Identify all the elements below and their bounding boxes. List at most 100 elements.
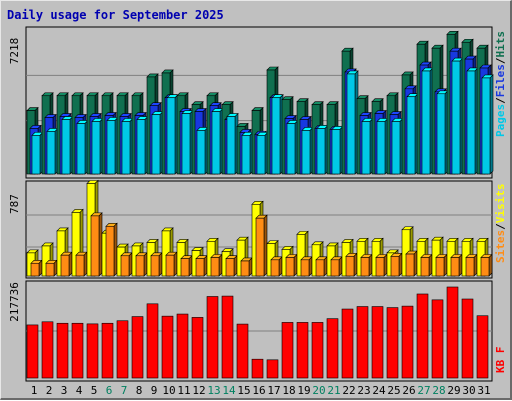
x-tick-label-day-30: 30 — [462, 384, 475, 397]
sites-bar-day-14-front — [225, 258, 235, 277]
sites-bar-day-15 — [240, 257, 253, 277]
legend-pages-files-hits-pages: Pages — [494, 104, 507, 137]
sites-bar-day-22-front — [345, 256, 355, 277]
sites-bar-day-7 — [120, 252, 133, 277]
sites-bar-day-11 — [180, 254, 193, 277]
kbytes-bar-day-7 — [116, 320, 129, 379]
pages-bar-day-12 — [196, 126, 209, 175]
x-tick-label-day-5: 5 — [91, 384, 98, 397]
sites-bar-day-6 — [105, 222, 118, 277]
pages-bar-day-27-front — [421, 70, 431, 175]
pages-bar-day-19-front — [301, 130, 311, 175]
pages-bar-day-16 — [256, 131, 269, 175]
kbytes-bar-day-15 — [236, 323, 249, 379]
pages-bar-day-25-front — [391, 121, 401, 175]
kbytes-bar-day-18 — [281, 322, 294, 379]
sites-bar-day-18-front — [285, 257, 295, 277]
kbytes-bar-day-31 — [476, 315, 489, 379]
pages-bar-day-28 — [436, 90, 449, 175]
pages-bar-day-30 — [466, 67, 479, 175]
panel-2-ymax-label: 787 — [8, 194, 21, 214]
pages-bar-day-10-front — [166, 97, 176, 175]
chart-title: Daily usage for September 2025 — [7, 8, 224, 22]
sites-bar-day-18 — [285, 253, 298, 277]
legend-sites-visits-separator-1: / — [494, 223, 507, 230]
pages-bar-day-10 — [166, 94, 179, 175]
sites-bar-day-29 — [450, 253, 463, 277]
kbytes-bar-day-30 — [461, 298, 474, 379]
sites-bar-day-26-front — [405, 253, 415, 277]
sites-bar-day-8-side — [143, 252, 148, 277]
legend-sites-visits-visits: Visits — [494, 184, 507, 224]
legend-sites-visits: Sites/Visits — [494, 184, 507, 264]
x-tick-label-day-7: 7 — [121, 384, 128, 397]
sites-bar-day-20 — [315, 256, 328, 277]
sites-bar-day-22 — [345, 252, 358, 277]
x-tick-label-day-9: 9 — [151, 384, 158, 397]
sites-bar-day-22-side — [353, 252, 358, 277]
pages-bar-day-24-front — [376, 121, 386, 175]
sites-bar-day-26-side — [413, 250, 418, 277]
kbytes-bar-day-1 — [26, 324, 39, 379]
x-tick-label-day-14: 14 — [222, 384, 236, 397]
sites-bar-day-31-side — [488, 253, 493, 277]
pages-bar-day-11 — [181, 109, 194, 175]
pages-bar-day-22-front — [346, 73, 356, 175]
pages-bar-day-6 — [106, 116, 119, 175]
sites-bar-day-2 — [45, 259, 58, 277]
sites-bar-day-24-side — [383, 253, 388, 277]
sites-bar-day-9-side — [158, 252, 163, 277]
pages-bar-day-8-front — [136, 119, 146, 175]
sites-bar-day-28-side — [443, 253, 448, 277]
pages-bar-day-15-front — [241, 135, 251, 175]
legend-pages-files-hits-separator-1: / — [494, 97, 507, 104]
pages-bar-day-13-front — [211, 111, 221, 175]
x-tick-label-day-26: 26 — [402, 384, 415, 397]
x-tick-label-day-6: 6 — [106, 384, 113, 397]
sites-bar-day-27-side — [428, 253, 433, 277]
pages-bar-day-2-front — [46, 131, 56, 175]
sites-bar-day-3-side — [68, 251, 73, 277]
pages-bar-day-9 — [151, 110, 164, 175]
x-tick-label-day-21: 21 — [327, 384, 340, 397]
sites-bar-day-12 — [195, 254, 208, 277]
kbytes-bar-day-21 — [326, 318, 339, 379]
x-tick-label-day-29: 29 — [447, 384, 460, 397]
sites-bar-day-6-front — [105, 225, 115, 277]
legend-sites-visits-sites: Sites — [494, 230, 507, 263]
x-tick-label-day-24: 24 — [372, 384, 386, 397]
sites-bar-day-3 — [60, 251, 73, 277]
pages-bar-day-13 — [211, 107, 224, 175]
sites-bar-day-4-side — [83, 251, 88, 277]
sites-bar-day-31-front — [480, 257, 490, 277]
sites-bar-day-30 — [465, 253, 478, 277]
pages-bar-day-7 — [121, 117, 134, 175]
pages-bar-day-3-front — [61, 119, 71, 175]
kbytes-bar-day-2 — [41, 321, 54, 379]
x-tick-label-day-22: 22 — [342, 384, 355, 397]
pages-bar-day-8 — [136, 115, 149, 175]
sites-bar-day-1 — [30, 259, 43, 277]
sites-bar-day-11-front — [180, 258, 190, 277]
kbytes-bar-day-11 — [176, 313, 189, 379]
kbytes-bar-day-17 — [266, 359, 279, 379]
pages-bar-day-22 — [346, 70, 359, 175]
pages-bar-day-30-front — [466, 70, 476, 175]
pages-bar-day-20-front — [316, 128, 326, 175]
sites-bar-day-23-side — [368, 253, 373, 277]
kbytes-bar-day-5 — [86, 323, 99, 379]
kbytes-bar-day-22 — [341, 308, 354, 379]
sites-bar-day-2-side — [53, 259, 58, 277]
sites-bar-day-5 — [90, 212, 103, 277]
sites-bar-day-14-side — [233, 254, 238, 277]
sites-bar-day-7-front — [120, 255, 130, 277]
x-tick-label-day-4: 4 — [76, 384, 83, 397]
pages-bar-day-26 — [406, 93, 419, 175]
sites-bar-day-12-front — [195, 258, 205, 277]
sites-bar-day-17 — [270, 256, 283, 277]
sites-bar-day-25 — [390, 252, 403, 277]
pages-bar-day-26-front — [406, 96, 416, 175]
x-tick-label-day-17: 17 — [267, 384, 280, 397]
x-tick-label-day-2: 2 — [46, 384, 53, 397]
